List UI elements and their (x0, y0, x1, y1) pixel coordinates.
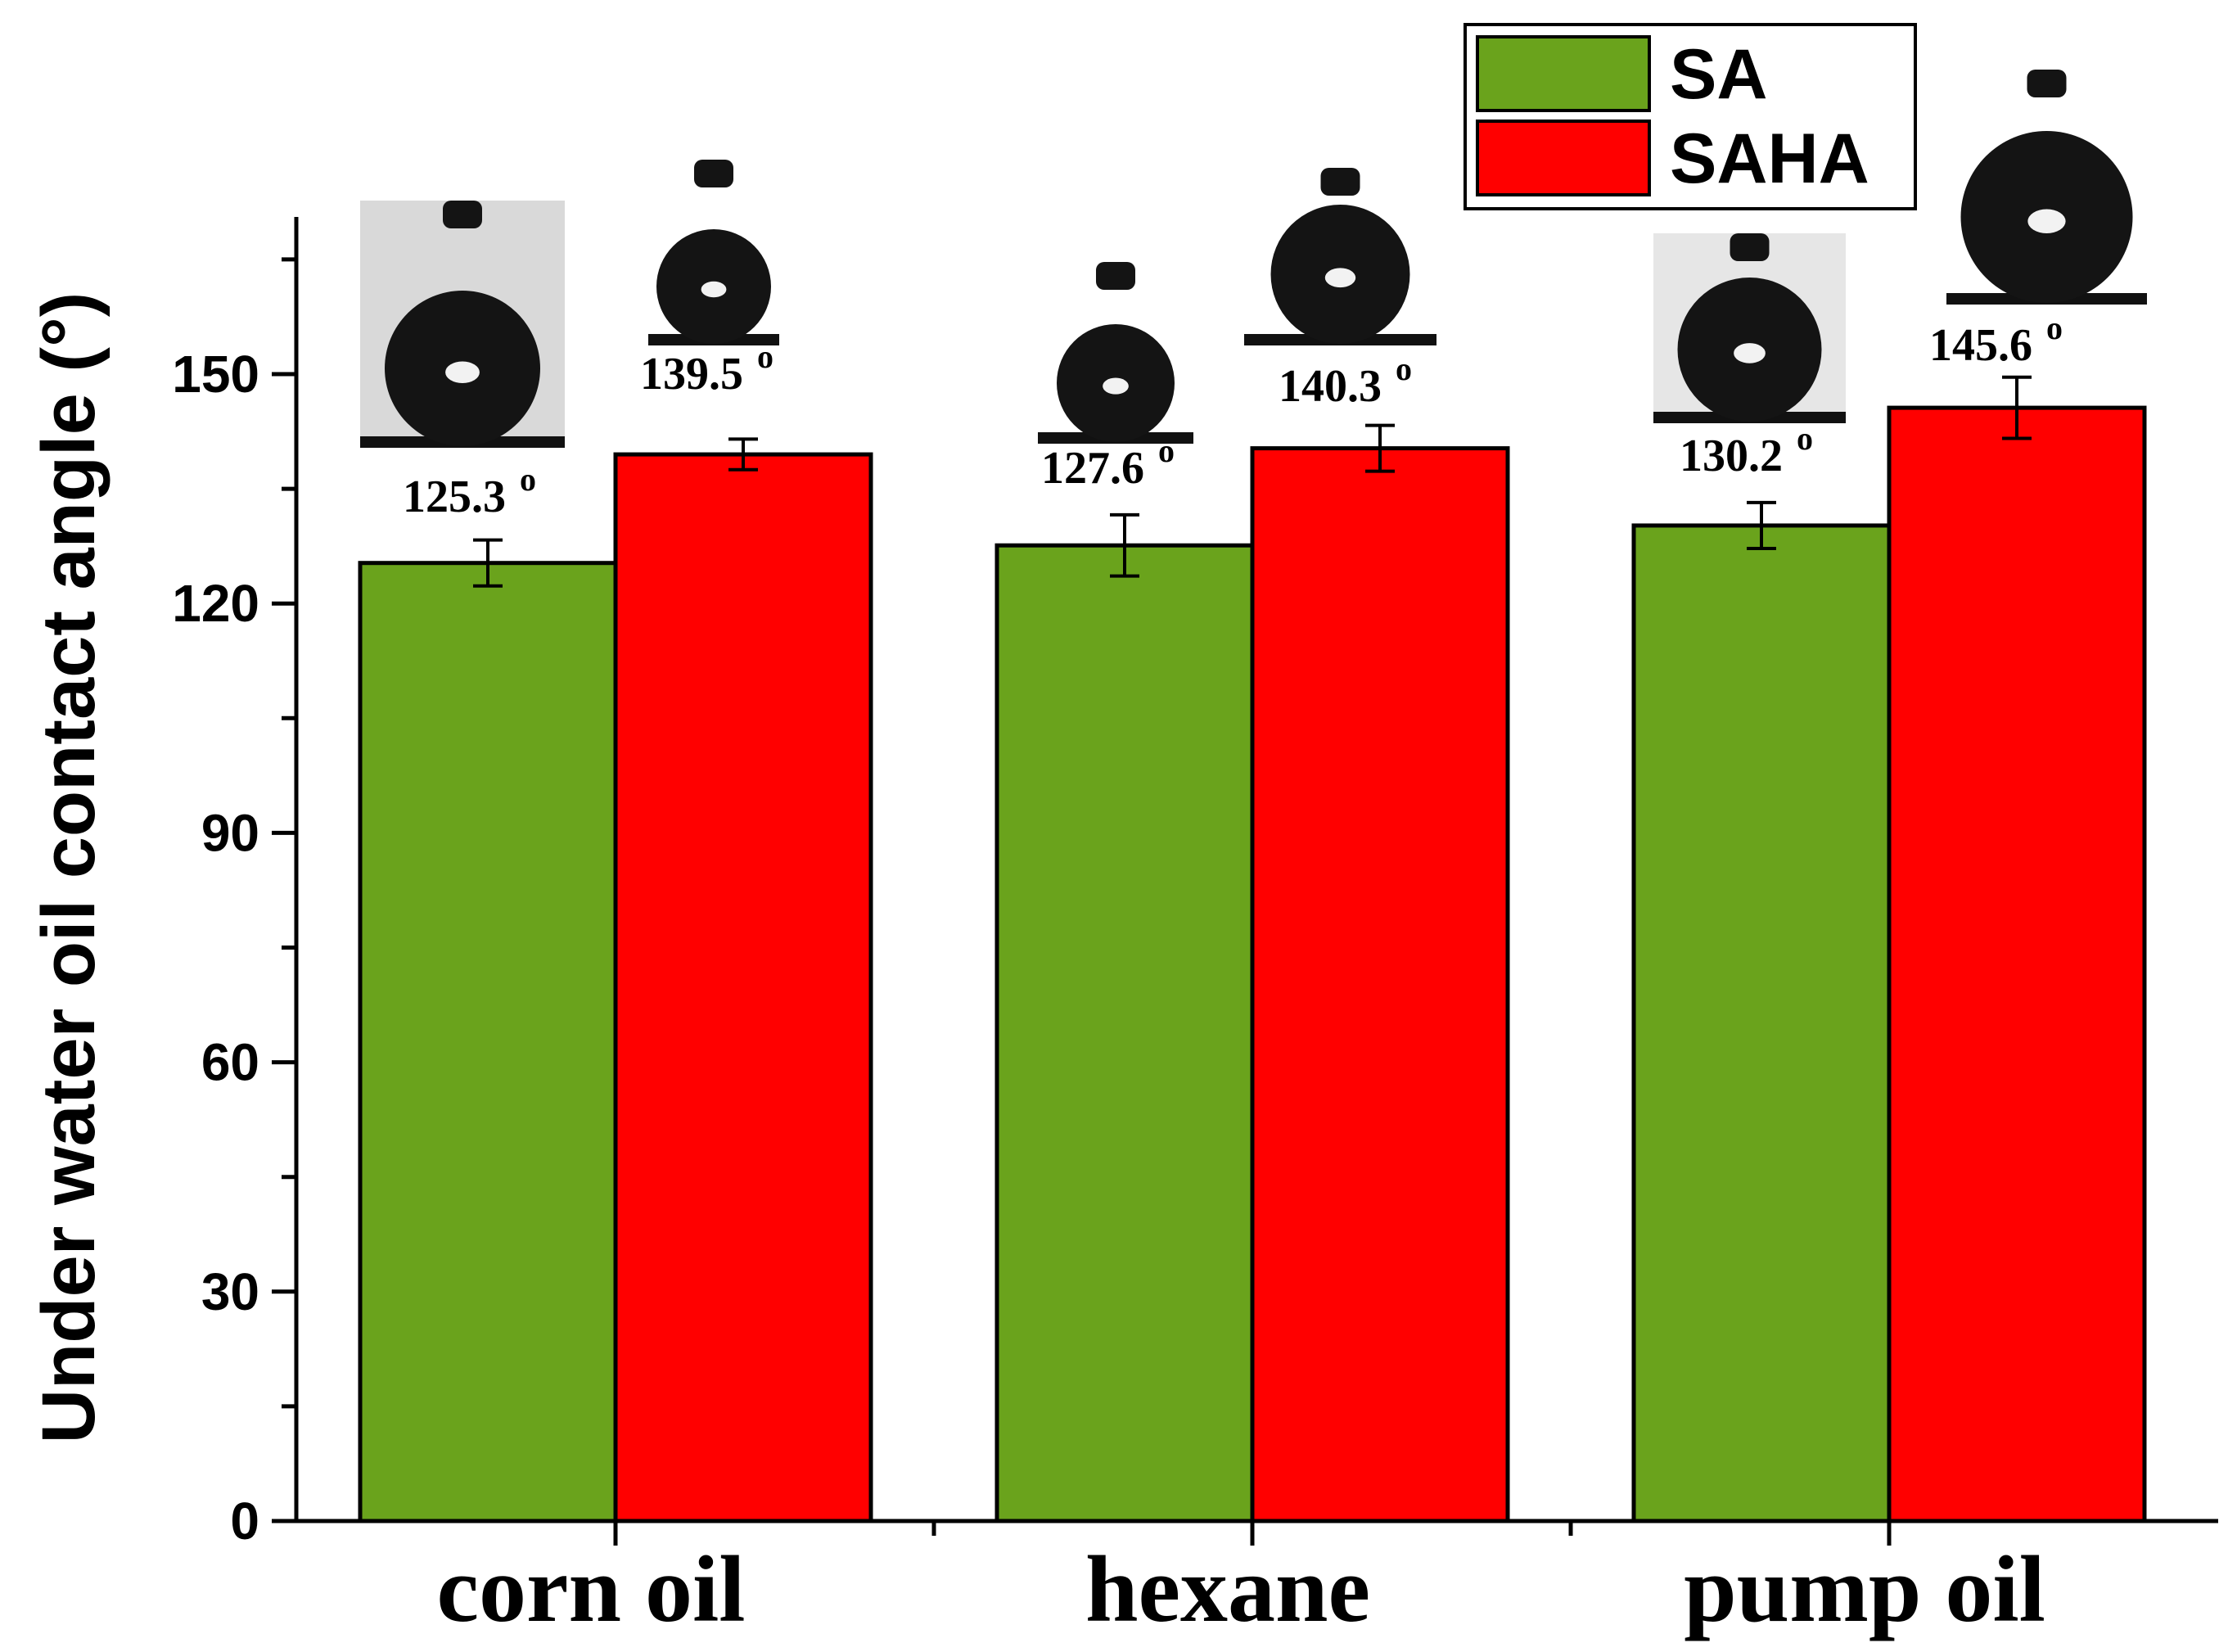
legend-swatch-saha (1476, 120, 1651, 196)
degree-symbol: o (2046, 309, 2063, 346)
needle-tip (694, 160, 733, 187)
y-axis-label: Under water oil contact angle (°) (27, 292, 110, 1444)
droplet-highlight (445, 361, 480, 384)
x-tick-label: hexane (1085, 1537, 1370, 1642)
degree-symbol: o (1396, 350, 1412, 387)
legend-label: SAHA (1670, 120, 1869, 198)
bar-saha (1887, 405, 2147, 1523)
droplet-highlight (1103, 377, 1129, 395)
data-label: 145.6 (1929, 320, 2032, 371)
y-tick-label: 0 (230, 1492, 259, 1550)
data-label: 127.6 (1041, 443, 1144, 494)
data-label: 130.2 (1680, 431, 1783, 481)
droplet-insets (360, 70, 2147, 448)
droplet-photo (648, 160, 779, 345)
needle-tip (1730, 233, 1770, 261)
data-label: 139.5 (640, 349, 743, 399)
droplet-highlight (1734, 343, 1766, 363)
bar-saha (613, 452, 873, 1523)
y-tick-label: 30 (201, 1262, 259, 1321)
needle-tip (2027, 70, 2067, 97)
data-label: 140.3 (1279, 361, 1382, 412)
droplet-photo (1038, 262, 1193, 444)
needle-tip (443, 201, 482, 228)
droplet-highlight (2027, 209, 2066, 233)
y-tick-label: 120 (172, 574, 259, 633)
y-tick-label: 90 (201, 803, 259, 862)
bar-saha (1250, 446, 1510, 1523)
degree-symbol: o (1797, 420, 1813, 457)
droplet-photo (1946, 70, 2147, 305)
needle-tip (1096, 262, 1135, 290)
bar-sa (358, 561, 618, 1523)
legend-label: SA (1670, 35, 1767, 114)
droplet-photo (1244, 168, 1436, 345)
bars-layer (358, 375, 2147, 1523)
degree-symbol: o (520, 461, 536, 498)
bar-sa (994, 543, 1255, 1523)
droplet-highlight (1324, 268, 1356, 288)
degree-symbol: o (757, 338, 773, 375)
droplet-highlight (701, 281, 727, 298)
data-label: 125.3 (403, 472, 506, 522)
y-tick-label: 60 (201, 1033, 259, 1092)
legend-swatch-sa (1476, 35, 1651, 112)
droplet-photo (360, 201, 565, 448)
labels-layer: 0 30 60 90 120 150 corn oil hexane pump oil 125.3… (172, 309, 2063, 1642)
y-tick-label: 150 (172, 345, 259, 404)
x-tick-label: pump oil (1684, 1537, 2045, 1642)
needle-tip (1320, 168, 1360, 196)
droplet-photo (1653, 233, 1846, 423)
bar-sa (1631, 523, 1892, 1523)
x-tick-label: corn oil (437, 1537, 746, 1642)
degree-symbol: o (1158, 432, 1175, 469)
